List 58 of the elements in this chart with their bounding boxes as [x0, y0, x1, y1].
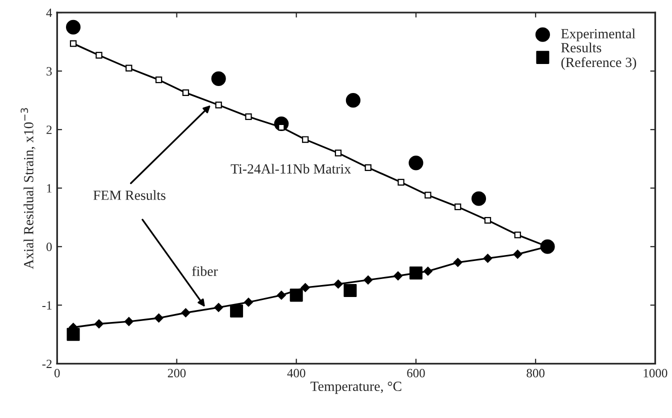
point: [398, 178, 404, 186]
x-axis-title: Temperature, °C: [310, 382, 402, 394]
point: [408, 156, 424, 170]
point: [423, 266, 432, 276]
y-tick-label: 4: [46, 8, 52, 17]
point: [230, 304, 244, 318]
point: [346, 93, 360, 108]
point: [66, 20, 81, 34]
point: [364, 164, 372, 171]
point: [514, 232, 521, 238]
point: [334, 150, 342, 156]
point: [70, 40, 77, 47]
legend-label: Results (Reference 3): [561, 42, 636, 70]
point: [126, 64, 132, 72]
point: [124, 317, 134, 326]
point: [300, 283, 310, 292]
annotation: fiber: [192, 266, 218, 276]
y-axis-title: Axial Residual Strain, x10$^{−3}$: [20, 108, 36, 270]
y-tick-label: 3: [46, 67, 52, 76]
x-tick-label: 0: [54, 368, 60, 378]
point: [154, 314, 164, 322]
point: [344, 284, 357, 298]
x-tick-label: 1000: [644, 368, 668, 378]
point: [484, 216, 492, 224]
point: [513, 250, 522, 259]
y-tick-label: -1: [42, 301, 52, 310]
point: [214, 302, 224, 312]
legend-label: Experimental: [561, 28, 636, 42]
point: [181, 308, 190, 318]
point: [454, 203, 462, 210]
point: [182, 89, 190, 96]
point: [453, 258, 462, 267]
y-tick-label: 1: [47, 184, 52, 192]
y-tick-label: 0: [46, 242, 52, 252]
point: [94, 319, 104, 328]
point: [334, 280, 343, 289]
point: [424, 192, 432, 198]
point: [364, 275, 373, 284]
point: [215, 102, 222, 108]
x-tick-label: 800: [526, 368, 544, 378]
point: [211, 71, 226, 86]
point: [471, 191, 486, 206]
point: [96, 52, 102, 59]
point: [155, 76, 162, 84]
point: [302, 136, 309, 143]
point: [394, 271, 403, 280]
point: [244, 298, 253, 307]
x-tick-label: 600: [407, 368, 425, 378]
point: [66, 328, 80, 341]
x-tick-label: 400: [287, 368, 306, 378]
point: [245, 113, 252, 120]
y-tick-label: -2: [42, 360, 52, 368]
point: [276, 290, 286, 300]
y-tick-label: 2: [46, 126, 52, 134]
annotation: FEM Results: [93, 190, 166, 200]
annotation: Ti-24Al-11Nb Matrix: [230, 164, 351, 174]
point: [483, 254, 492, 263]
x-tick-label: 200: [168, 368, 186, 378]
